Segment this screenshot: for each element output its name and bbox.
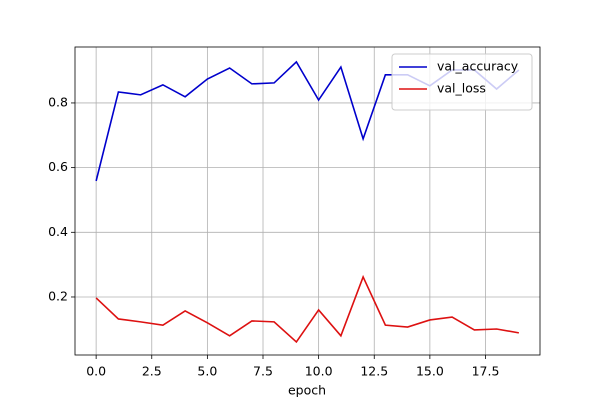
legend-label: val_loss xyxy=(437,81,486,96)
legend: val_accuracy val_loss xyxy=(391,53,533,111)
x-tick-label: 10.0 xyxy=(305,364,333,379)
x-tick-label: 7.5 xyxy=(253,364,273,379)
y-tick-label: 0.8 xyxy=(48,94,68,109)
x-tick-label: 17.5 xyxy=(472,364,500,379)
x-tick-label: 5.0 xyxy=(197,364,217,379)
x-axis-label: epoch xyxy=(288,383,326,398)
legend-label: val_accuracy xyxy=(437,59,519,74)
y-tick-label: 0.4 xyxy=(48,224,68,239)
x-tick-label: 15.0 xyxy=(416,364,444,379)
y-tick-label: 0.6 xyxy=(48,159,68,174)
x-tick-label: 0.0 xyxy=(86,364,106,379)
plot-frame xyxy=(74,46,541,356)
legend-box xyxy=(391,53,533,111)
y-tick-label: 0.2 xyxy=(48,288,68,303)
x-tick-label: 12.5 xyxy=(360,364,388,379)
data-line xyxy=(95,274,520,344)
x-tick-label: 2.5 xyxy=(142,364,162,379)
